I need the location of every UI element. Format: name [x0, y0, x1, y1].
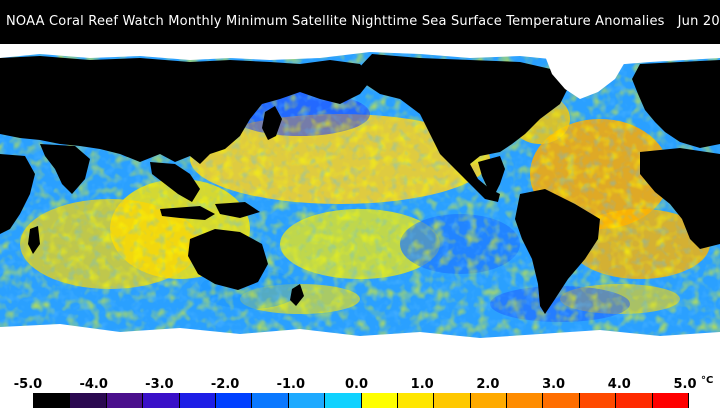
india-landmass: [40, 144, 90, 194]
south-america-landmass: [515, 189, 600, 314]
colorbar-unit: °C: [701, 375, 714, 386]
title-bar: NOAA Coral Reef Watch Monthly Minimum Sa…: [0, 0, 720, 44]
europe-landmass: [632, 60, 720, 148]
colorbar-swatch: [397, 393, 435, 408]
colorbar-swatch: [106, 393, 144, 408]
colorbar-swatch: [215, 393, 253, 408]
colorbar-swatch: [288, 393, 326, 408]
sst-anomaly-map: [0, 44, 720, 371]
colorbar-tick-label: -5.0: [13, 377, 43, 392]
colorbar-tick-label: 1.0: [410, 377, 434, 392]
greenland-landmass: [545, 54, 625, 99]
colorbar-swatch: [252, 393, 289, 408]
southeast-asia-landmass: [150, 162, 200, 202]
antarctic-ice: [0, 324, 720, 371]
colorbar: [33, 393, 690, 408]
colorbar-swatch: [652, 393, 690, 408]
colorbar-tick-label: -1.0: [276, 377, 306, 392]
australia-landmass: [188, 229, 268, 290]
colorbar-swatch: [143, 393, 180, 408]
colorbar-swatch: [33, 393, 71, 408]
colorbar-swatch: [179, 393, 216, 408]
colorbar-tick-label: -2.0: [210, 377, 240, 392]
colorbar-swatch: [543, 393, 580, 408]
colorbar-tick-label: 0.0: [344, 377, 369, 392]
japan-landmass: [262, 106, 282, 140]
north-america-landmass: [355, 54, 570, 202]
africa-landmass: [640, 148, 720, 249]
map-title: NOAA Coral Reef Watch Monthly Minimum Sa…: [6, 14, 720, 29]
colorbar-swatch: [579, 393, 617, 408]
central-america-landmass: [478, 156, 505, 194]
colorbar-swatch: [507, 393, 544, 408]
eurasia-landmass: [0, 56, 372, 164]
colorbar-tick-label: 3.0: [542, 377, 566, 392]
ocean-anomaly-field: [0, 44, 720, 371]
arctic-ice: [0, 44, 720, 66]
colorbar-tick-label: 2.0: [476, 377, 500, 392]
new-zealand-landmass: [290, 284, 304, 306]
madagascar-landmass: [28, 226, 40, 254]
title-date: Jun 2010: [677, 14, 720, 29]
africa-landmass-east: [0, 154, 35, 234]
colorbar-swatch: [325, 393, 362, 408]
colorbar-tick-label: 5.0: [673, 377, 697, 392]
colorbar-swatch: [434, 393, 471, 408]
colorbar-tick-label: -4.0: [79, 377, 108, 392]
colorbar-swatch: [616, 393, 653, 408]
colorbar-tick-label: -3.0: [145, 377, 174, 392]
colorbar-tick-label: 4.0: [607, 377, 631, 392]
colorbar-swatch: [70, 393, 107, 408]
indonesia-islands: [160, 202, 260, 220]
colorbar-swatch: [361, 393, 398, 408]
colorbar-swatch: [470, 393, 508, 408]
colorbar-legend: -5.0 -4.0 -3.0 -2.0 -1.0 0.0 1.0 2.0 3.0 4.0 5.0 °…: [0, 371, 720, 411]
title-text: NOAA Coral Reef Watch Monthly Minimum Sa…: [6, 14, 665, 29]
